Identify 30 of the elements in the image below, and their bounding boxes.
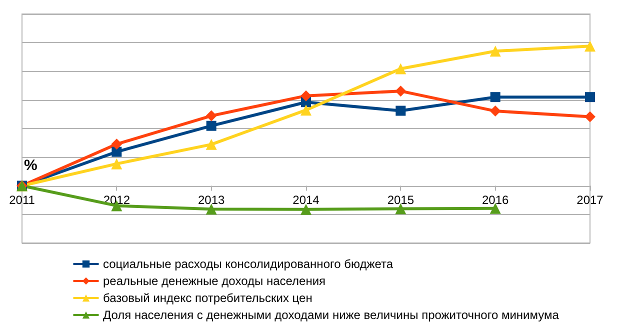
x-tick-label: 2014 [292,192,320,207]
point [300,90,312,102]
x-tick-label: 2013 [198,192,226,207]
point [584,40,596,52]
point [206,110,217,122]
point [585,92,595,102]
x-tick-label: 2016 [482,192,510,207]
point [206,138,217,150]
point [300,204,312,215]
legend-label: социальные расходы консолидированного бюджета [103,257,394,271]
point [111,158,122,170]
point [490,92,500,102]
x-tick-label: 2011 [9,192,36,207]
point [395,63,406,74]
point [111,138,122,150]
point [112,146,122,157]
x-tick-label: 2017 [576,192,604,207]
legend-label: реальные денежные доходы населения [103,274,326,288]
point [206,204,217,215]
point [396,106,406,116]
point [300,104,312,116]
legend-label: базовый индекс потребительских цен [103,291,312,305]
point [490,106,501,117]
point [206,120,216,131]
annotation: % [24,157,38,174]
point [395,86,406,97]
point [584,111,596,122]
point [490,46,501,57]
x-tick-label: 2015 [387,192,414,207]
legend-label: Доля населения с денежными доходами ниже величины прожиточного минимума [103,308,560,322]
